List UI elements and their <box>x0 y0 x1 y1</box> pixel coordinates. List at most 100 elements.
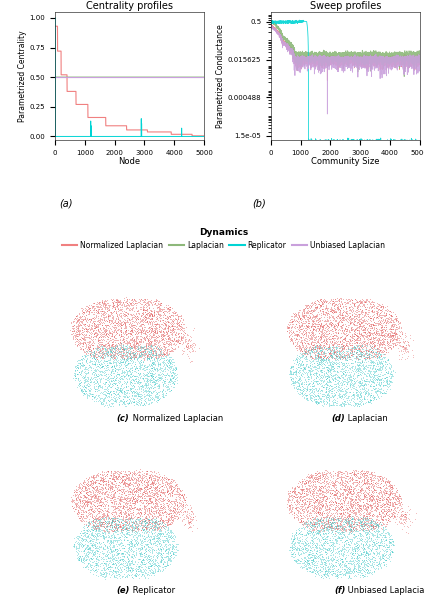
Point <box>336 374 343 383</box>
Point <box>377 518 383 527</box>
Point <box>173 497 180 506</box>
Point <box>318 509 325 518</box>
Point <box>167 313 174 322</box>
Point <box>350 373 357 383</box>
Point <box>163 361 170 370</box>
Point <box>109 515 115 525</box>
Point <box>132 311 139 321</box>
Point <box>113 535 120 545</box>
Point <box>316 508 323 517</box>
Point <box>135 352 142 362</box>
Point <box>349 523 355 532</box>
Point <box>100 385 107 394</box>
Point <box>74 362 81 371</box>
Point <box>144 297 151 307</box>
Point <box>113 341 120 351</box>
Point <box>335 329 342 338</box>
Point <box>377 559 384 569</box>
Point <box>93 493 100 503</box>
Point <box>382 320 389 330</box>
Point <box>297 355 304 365</box>
Point <box>165 355 172 365</box>
Point <box>312 356 319 366</box>
Point <box>325 401 332 410</box>
Point <box>112 396 118 406</box>
Point <box>369 302 376 312</box>
Point <box>148 502 155 512</box>
Point <box>147 553 154 562</box>
Point <box>358 517 365 527</box>
Point <box>131 385 138 394</box>
Point <box>294 492 301 502</box>
Point <box>294 334 301 344</box>
Point <box>95 329 102 338</box>
Point <box>122 512 129 522</box>
Point <box>335 524 342 533</box>
Point <box>94 356 101 366</box>
Point <box>147 346 154 355</box>
Point <box>326 353 333 362</box>
Point <box>98 565 104 575</box>
Point <box>92 470 99 480</box>
Point <box>112 558 118 568</box>
Point <box>155 350 162 360</box>
Point <box>304 552 311 562</box>
Point <box>98 311 105 320</box>
Point <box>113 511 120 520</box>
Point <box>156 315 163 325</box>
Point <box>319 534 326 544</box>
Point <box>321 547 328 556</box>
Point <box>112 320 119 330</box>
Point <box>371 378 377 388</box>
Point <box>109 312 116 322</box>
Point <box>356 521 363 531</box>
Point <box>114 481 121 490</box>
Point <box>357 496 363 506</box>
Point <box>351 546 358 556</box>
Point <box>159 517 165 527</box>
Point <box>134 485 141 495</box>
Point <box>369 315 376 325</box>
Point <box>129 566 136 575</box>
Point <box>112 365 119 375</box>
Point <box>92 322 99 332</box>
Point <box>296 550 302 560</box>
Point <box>89 553 96 563</box>
Point <box>301 496 308 505</box>
Point <box>74 531 81 541</box>
Point <box>350 560 357 570</box>
Point <box>320 563 326 572</box>
Point <box>136 473 143 482</box>
Point <box>326 347 333 356</box>
Point <box>316 516 323 526</box>
Point <box>336 527 343 537</box>
Point <box>127 334 134 343</box>
Point <box>106 317 112 327</box>
Point <box>103 512 110 521</box>
Point <box>304 490 311 499</box>
Point <box>326 546 333 556</box>
Point <box>137 556 144 566</box>
Point <box>299 339 306 349</box>
Point <box>162 379 168 388</box>
Point <box>322 491 329 501</box>
Point <box>112 320 119 330</box>
Point <box>101 532 108 541</box>
Point <box>97 484 104 494</box>
Point <box>167 364 174 373</box>
Point <box>351 299 357 309</box>
Point <box>329 547 336 556</box>
Point <box>332 306 339 316</box>
Point <box>323 469 330 478</box>
Point <box>123 351 129 361</box>
Point <box>99 518 106 527</box>
Point <box>387 550 394 560</box>
Point <box>343 348 350 358</box>
Point <box>106 518 113 528</box>
Point <box>329 391 336 401</box>
Point <box>385 514 392 523</box>
Point <box>104 490 111 499</box>
Point <box>316 349 323 359</box>
Point <box>350 500 357 510</box>
Point <box>357 501 364 511</box>
